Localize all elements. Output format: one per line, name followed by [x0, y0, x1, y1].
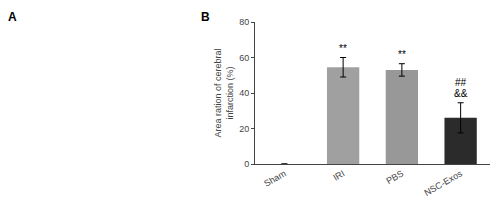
svg-text:**: ** [398, 49, 406, 60]
svg-text:&&: && [454, 88, 468, 99]
svg-text:60: 60 [239, 53, 249, 63]
svg-text:NSC-Exos: NSC-Exos [422, 168, 464, 198]
svg-text:80: 80 [239, 17, 249, 27]
svg-text:A: A [8, 10, 17, 24]
svg-text:IRI: IRI [331, 168, 346, 182]
svg-text:20: 20 [239, 124, 249, 134]
svg-text:PBS: PBS [385, 168, 406, 186]
svg-text:B: B [201, 10, 210, 24]
svg-text:Sham: Sham [262, 168, 287, 188]
svg-text:40: 40 [239, 88, 249, 98]
svg-text:##: ## [455, 77, 467, 88]
svg-text:Area ration of cerebralinfarct: Area ration of cerebralinfarction (%) [213, 48, 235, 137]
svg-text:**: ** [339, 43, 347, 54]
svg-text:0: 0 [244, 159, 249, 169]
